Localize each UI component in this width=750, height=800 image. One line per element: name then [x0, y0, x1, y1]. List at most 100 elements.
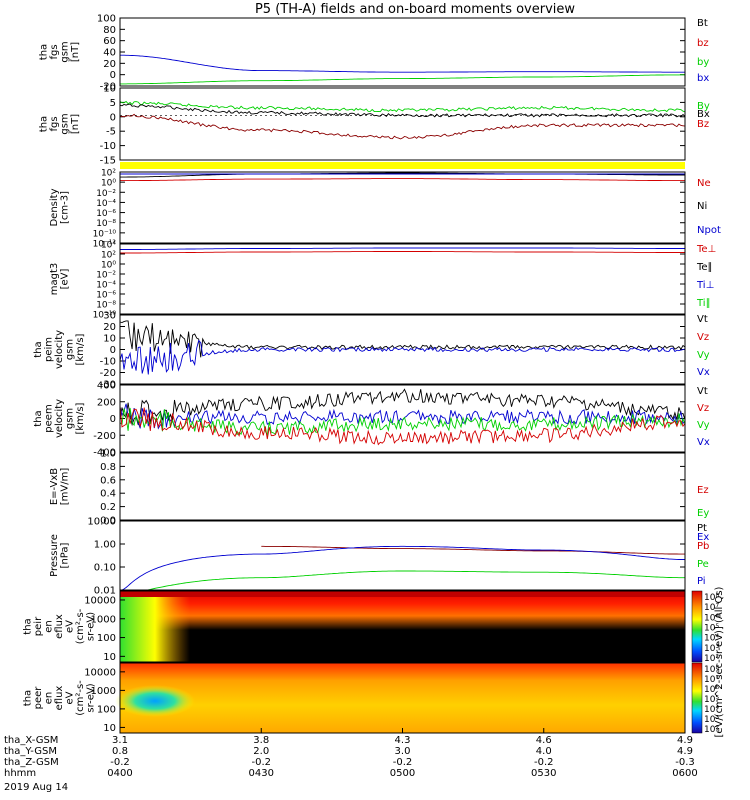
legend-entry: Ex — [697, 532, 709, 543]
legend-entry: Vy — [697, 350, 710, 361]
y-axis-label: magt3 — [49, 263, 60, 296]
y-tick-label: 20 — [103, 322, 116, 333]
y-tick-label: 20 — [103, 59, 116, 70]
legend-entry: Bx — [697, 109, 710, 120]
y-tick-label: 0.4 — [100, 489, 116, 500]
legend-entry: bx — [697, 73, 709, 84]
legend-entry: Vz — [697, 403, 709, 414]
series-line-Bz — [119, 113, 686, 140]
y-axis-label: peem — [44, 404, 55, 432]
x-axis-row-label: tha_Z-GSM — [4, 757, 59, 768]
plot-area-peim_velocity — [120, 315, 685, 384]
series-line-Ne — [120, 178, 685, 182]
y-axis-label: sr-eV) — [86, 683, 97, 712]
y-axis-label: gsm — [65, 339, 76, 360]
colorbar-tick-label: 10⁵ — [704, 695, 719, 705]
colorbar-tick-label: 10⁴ — [704, 634, 719, 644]
figure-title: P5 (TH-A) fields and on-board moments ov… — [255, 2, 575, 17]
y-tick-label: 0.2 — [100, 502, 116, 513]
x-tick-label: -0.2 — [534, 757, 554, 768]
x-tick-label: 0500 — [390, 768, 415, 779]
y-tick-label: 1.00 — [94, 540, 116, 551]
series-line-Te — [120, 251, 685, 254]
legend-entry: Ni — [697, 201, 707, 212]
legend-entry: Pe — [697, 559, 709, 570]
y-tick-label: 0 — [110, 345, 116, 356]
y-tick-label: 5 — [110, 98, 116, 109]
y-tick-label: 10⁻⁶ — [96, 209, 116, 219]
legend-entry: Te⊥ — [696, 244, 716, 255]
y-tick-label: -5 — [106, 127, 116, 138]
x-tick-label: 0530 — [531, 768, 556, 779]
x-tick-label: -0.3 — [675, 757, 695, 768]
y-axis-label: velocity — [54, 399, 65, 438]
y-tick-label: 0 — [110, 70, 116, 81]
y-axis-label: tha — [33, 341, 44, 357]
y-axis-label: fgs — [49, 116, 60, 131]
y-tick-label: 0.0 — [100, 516, 116, 527]
spectrogram-peir_eflux — [120, 591, 685, 662]
legend-entry: Bt — [697, 18, 708, 29]
panel-frame — [119, 520, 686, 591]
y-tick-label: 1.0 — [100, 449, 116, 460]
y-axis-label: gsm — [65, 408, 76, 429]
colorbar-tick-label: 10⁶ — [704, 613, 719, 623]
y-axis-label: tha — [38, 44, 49, 60]
panel-frame — [119, 452, 686, 521]
y-tick-label: -20 — [100, 368, 116, 379]
y-tick-label: 0.01 — [94, 586, 116, 597]
x-tick-label: -0.2 — [110, 757, 130, 768]
y-axis-label: E=-VxB — [49, 468, 60, 505]
plot-area-density — [120, 172, 685, 243]
legend-entry: Ti⊥ — [696, 280, 714, 291]
y-tick-label: 10⁻² — [96, 271, 116, 281]
y-axis-label: tha — [38, 116, 49, 132]
y-axis-label: [eV] — [59, 269, 70, 290]
x-tick-label: 4.0 — [536, 746, 552, 757]
legend-entry: bz — [697, 38, 709, 49]
y-axis-label: velocity — [54, 330, 65, 369]
colorbar-tick-label: 10⁵ — [704, 624, 719, 634]
y-tick-label: 0 — [110, 414, 116, 425]
y-tick-label: 40 — [103, 48, 116, 59]
y-tick-label: 400 — [97, 381, 116, 392]
colorbar-tick-label: 10⁷ — [704, 603, 719, 613]
y-axis-label: en — [44, 620, 55, 633]
x-tick-label: 4.9 — [677, 735, 693, 746]
plot-area-pressure — [120, 521, 685, 590]
y-tick-label: -10 — [100, 141, 116, 152]
panel-frame — [119, 590, 686, 663]
series-line-Pb — [261, 545, 685, 555]
plot-area-efield — [120, 453, 685, 520]
y-tick-label: -30 — [100, 380, 116, 391]
colorbar-peir_eflux — [691, 590, 703, 663]
panel-frame — [119, 87, 686, 161]
x-tick-label: 4.3 — [395, 735, 411, 746]
y-axis-label: peer — [33, 686, 44, 710]
y-axis-label: peir — [33, 616, 44, 636]
y-tick-label: 10 — [103, 334, 116, 345]
y-axis-label: eV — [65, 691, 76, 704]
y-axis-label: Pressure — [49, 534, 60, 577]
y-axis-label: en — [44, 692, 55, 705]
legend-entry: Vz — [697, 332, 709, 343]
y-tick-label: 0 — [110, 112, 116, 123]
x-tick-label: -0.2 — [393, 757, 413, 768]
panel-frame — [119, 17, 686, 87]
x-tick-label: -0.2 — [251, 757, 271, 768]
y-axis-label: eV — [65, 620, 76, 633]
spectrogram-low-energy-region — [115, 685, 195, 717]
legend-entry: Ti∥ — [696, 298, 711, 309]
y-tick-label: -200 — [93, 431, 116, 442]
legend-entry: Pi — [697, 576, 706, 587]
y-tick-label: 10⁻¹⁰ — [93, 229, 117, 239]
y-tick-label: 10⁰ — [101, 179, 116, 189]
y-tick-label: 10⁻² — [96, 189, 116, 199]
y-axis-label: [km/s] — [75, 402, 86, 434]
panel-frame — [119, 314, 686, 385]
legend-entry: Ne — [697, 178, 711, 189]
y-tick-label: 30 — [103, 311, 116, 322]
x-tick-label: 3.1 — [112, 735, 128, 746]
